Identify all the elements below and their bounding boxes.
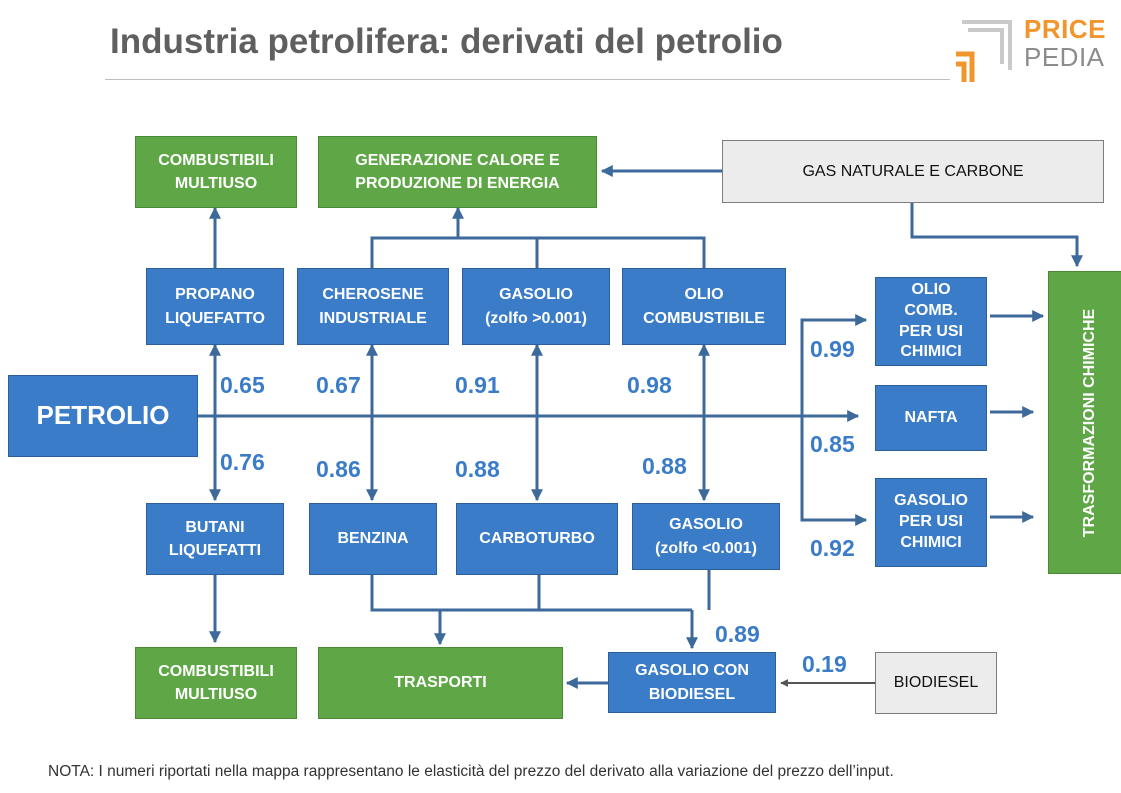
logo-mark-icon — [956, 20, 1012, 82]
box-butani-liquefatti: BUTANI LIQUEFATTI — [146, 503, 284, 575]
box-benzina: BENZINA — [309, 503, 437, 575]
box-carboturbo: CARBOTURBO — [456, 503, 618, 575]
elasticity-olio-combustibile: 0.98 — [627, 372, 672, 398]
page-title: Industria petrolifera: derivati del petr… — [110, 22, 783, 61]
box-combustibili-multiuso-bottom: COMBUSTIBILI MULTIUSO — [135, 647, 297, 719]
title-divider — [105, 79, 950, 80]
box-cherosene-industriale: CHEROSENE INDUSTRIALE — [297, 268, 449, 345]
elasticity-carboturbo: 0.88 — [455, 456, 500, 482]
box-gasolio-zolfo-basso: GASOLIO (zolfo <0.001) — [632, 503, 780, 570]
elasticity-gasolio-biodiesel: 0.89 — [715, 621, 760, 647]
box-gasolio-con-biodiesel: GASOLIO CON BIODIESEL — [608, 652, 776, 713]
box-olio-combustibile: OLIO COMBUSTIBILE — [622, 268, 786, 345]
box-propano-liquefatto: PROPANO LIQUEFATTO — [146, 268, 284, 345]
logo-text-pedia: PEDIA — [1024, 42, 1105, 72]
box-petrolio: PETROLIO — [8, 375, 198, 457]
elasticity-gasolio-alto: 0.91 — [455, 372, 500, 398]
footnote: NOTA: I numeri riportati nella mappa rap… — [48, 763, 894, 780]
box-trasporti: TRASPORTI — [318, 647, 563, 719]
elasticity-propano: 0.65 — [220, 372, 265, 398]
elasticity-gasolio-basso: 0.88 — [642, 453, 687, 479]
box-gasolio-usi-chimici: GASOLIO PER USI CHIMICI — [875, 478, 987, 567]
logo-text-price: PRICE — [1024, 14, 1106, 44]
box-gas-naturale-carbone: GAS NATURALE E CARBONE — [722, 140, 1104, 203]
box-generazione-energia: GENERAZIONE CALORE E PRODUZIONE DI ENERG… — [318, 136, 597, 208]
trasformazioni-label: TRASFORMAZIONI CHIMICHE — [1080, 308, 1098, 537]
box-nafta: NAFTA — [875, 385, 987, 451]
elasticity-gasolio-chimici: 0.92 — [810, 535, 855, 561]
pricepedia-logo: PRICE PEDIA — [952, 12, 1112, 84]
elasticity-butani: 0.76 — [220, 449, 265, 475]
elasticity-benzina: 0.86 — [316, 456, 361, 482]
box-gasolio-zolfo-alto: GASOLIO (zolfo >0.001) — [462, 268, 610, 345]
elasticity-biodiesel: 0.19 — [802, 651, 847, 677]
box-combustibili-multiuso-top: COMBUSTIBILI MULTIUSO — [135, 136, 297, 208]
elasticity-nafta: 0.85 — [810, 431, 855, 457]
box-trasformazioni-chimiche: TRASFORMAZIONI CHIMICHE — [1048, 271, 1121, 574]
box-biodiesel: BIODIESEL — [875, 652, 997, 714]
elasticity-cherosene: 0.67 — [316, 372, 361, 398]
elasticity-olio-comb-chimici: 0.99 — [810, 336, 855, 362]
box-olio-comb-usi-chimici: OLIO COMB. PER USI CHIMICI — [875, 277, 987, 366]
